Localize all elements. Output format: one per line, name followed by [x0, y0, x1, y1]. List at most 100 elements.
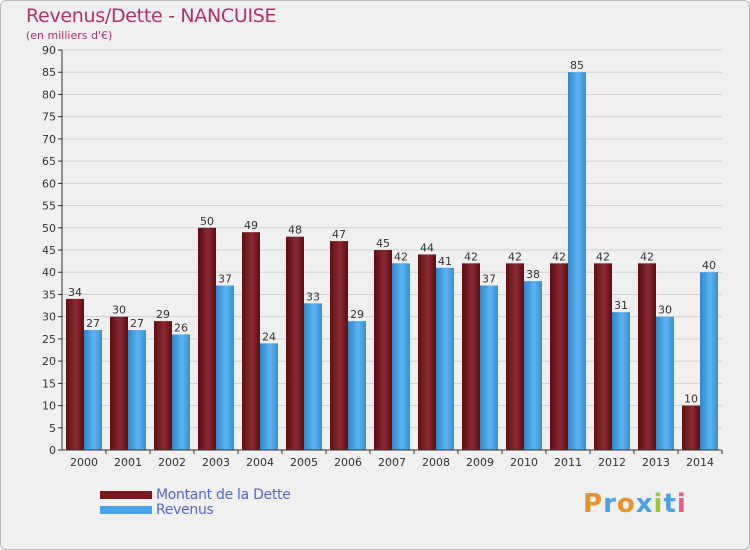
bar-debt: [418, 254, 436, 450]
bar-revenus: [656, 316, 674, 450]
bar-debt: [330, 241, 348, 450]
bar-revenus: [568, 72, 586, 450]
data-label-debt: 45: [376, 237, 390, 250]
bar-debt: [110, 316, 128, 450]
y-tick-label: 60: [42, 177, 56, 190]
data-label-debt: 30: [112, 304, 126, 317]
legend-label-debt: Montant de la Dette: [156, 487, 291, 503]
x-tick-label: 2006: [334, 456, 362, 469]
data-label-debt: 42: [552, 250, 566, 263]
y-tick-label: 40: [42, 266, 56, 279]
bar-revenus: [392, 263, 410, 450]
x-tick-label: 2013: [642, 456, 670, 469]
logo-letter: o: [616, 489, 636, 519]
bar-debt: [242, 232, 260, 450]
logo-letter: r: [603, 489, 617, 519]
x-tick-label: 2010: [510, 456, 538, 469]
y-tick-label: 50: [42, 222, 56, 235]
bar-revenus: [480, 285, 498, 450]
data-label-revenus: 85: [570, 59, 584, 72]
bar-debt: [506, 263, 524, 450]
x-tick-label: 2008: [422, 456, 450, 469]
y-tick-label: 20: [42, 355, 56, 368]
x-tick-label: 2000: [70, 456, 98, 469]
data-label-debt: 48: [288, 224, 302, 237]
bar-revenus: [304, 303, 322, 450]
data-label-debt: 49: [244, 219, 258, 232]
bar-revenus: [216, 285, 234, 450]
y-tick-label: 30: [42, 311, 56, 324]
data-label-revenus: 27: [86, 317, 100, 330]
bar-debt: [682, 405, 700, 450]
legend-item-revenus: Revenus: [100, 502, 214, 518]
x-tick-label: 2002: [158, 456, 186, 469]
data-label-revenus: 30: [658, 304, 672, 317]
legend-label-revenus: Revenus: [156, 502, 214, 518]
logo-letter: i: [676, 489, 687, 519]
y-tick-label: 5: [49, 422, 56, 435]
bar-debt: [594, 263, 612, 450]
y-tick-label: 45: [42, 244, 56, 257]
bar-debt: [374, 250, 392, 450]
data-label-debt: 42: [464, 250, 478, 263]
data-label-revenus: 33: [306, 290, 320, 303]
y-tick-label: 55: [42, 200, 56, 213]
proxiti-logo: Proxiti: [583, 489, 687, 519]
data-label-debt: 50: [200, 215, 214, 228]
bar-revenus: [524, 281, 542, 450]
y-tick-label: 70: [42, 133, 56, 146]
y-tick-label: 90: [42, 44, 56, 57]
x-tick-label: 2009: [466, 456, 494, 469]
legend-swatch-debt: [100, 491, 152, 499]
data-label-debt: 42: [508, 250, 522, 263]
y-tick-label: 35: [42, 288, 56, 301]
data-label-revenus: 42: [394, 250, 408, 263]
data-label-debt: 44: [420, 241, 434, 254]
logo-letter: P: [583, 489, 604, 519]
logo-letter: x: [635, 489, 654, 519]
data-label-debt: 42: [640, 250, 654, 263]
y-tick-label: 0: [49, 444, 56, 457]
data-label-debt: 10: [684, 393, 698, 406]
bar-revenus: [700, 272, 718, 450]
y-tick-label: 80: [42, 88, 56, 101]
bar-debt: [638, 263, 656, 450]
data-label-debt: 42: [596, 250, 610, 263]
data-label-debt: 47: [332, 228, 346, 241]
bar-revenus: [348, 321, 366, 450]
bar-debt: [66, 298, 84, 450]
data-label-revenus: 37: [482, 273, 496, 286]
y-tick-label: 75: [42, 111, 56, 124]
bar-revenus: [84, 330, 102, 450]
y-tick-label: 10: [42, 400, 56, 413]
bar-revenus: [436, 267, 454, 450]
legend-swatch-revenus: [100, 506, 152, 514]
chart-title: Revenus/Dette - NANCUISE: [26, 5, 277, 27]
bar-revenus: [172, 334, 190, 450]
y-tick-label: 15: [42, 377, 56, 390]
x-tick-label: 2003: [202, 456, 230, 469]
x-tick-label: 2007: [378, 456, 406, 469]
bar-revenus: [612, 312, 630, 450]
bar-revenus: [128, 330, 146, 450]
bar-debt: [462, 263, 480, 450]
y-tick-label: 65: [42, 155, 56, 168]
data-label-revenus: 40: [702, 259, 716, 272]
bar-revenus: [260, 343, 278, 450]
x-tick-label: 2005: [290, 456, 318, 469]
y-tick-label: 25: [42, 333, 56, 346]
chart-subtitle: (en milliers d'€): [26, 29, 113, 42]
data-label-revenus: 37: [218, 273, 232, 286]
data-label-revenus: 38: [526, 268, 540, 281]
y-tick-label: 85: [42, 66, 56, 79]
bar-debt: [550, 263, 568, 450]
logo-letter: i: [653, 489, 664, 519]
data-label-revenus: 29: [350, 308, 364, 321]
data-label-revenus: 27: [130, 317, 144, 330]
x-tick-label: 2011: [554, 456, 582, 469]
x-tick-label: 2012: [598, 456, 626, 469]
data-label-revenus: 26: [174, 321, 188, 334]
bar-debt: [154, 321, 172, 450]
bar-debt: [286, 236, 304, 450]
